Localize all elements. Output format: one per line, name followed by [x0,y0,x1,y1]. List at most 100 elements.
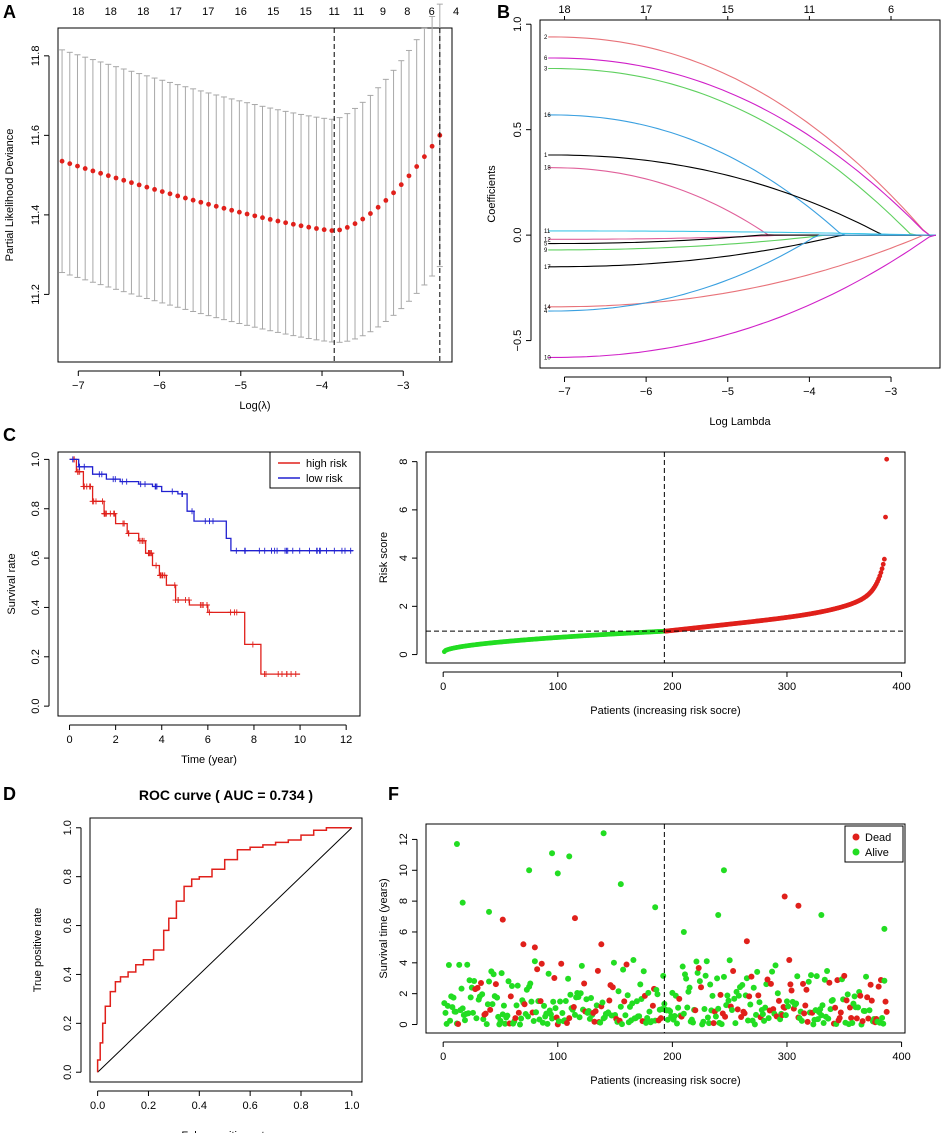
top-df-label: 11 [353,6,364,18]
dead-patient-point [804,1018,811,1025]
alive-patient-point [565,975,572,982]
top-df-label: 8 [404,6,410,18]
diagonal-reference [97,827,353,1073]
alive-patient-point [827,1006,834,1013]
alive-patient-point [567,991,574,998]
alive-patient-point [644,1014,651,1021]
alive-patient-point [539,1019,546,1026]
cv-deviance-point [275,218,281,224]
dead-patient-point [551,974,558,981]
censor-mark [81,463,88,470]
cv-deviance-point [129,180,134,186]
y-tick-label: 0.8 [30,501,42,516]
censor-mark [256,547,263,554]
dead-patient-point [623,961,630,968]
y-axis-title: Partial Likelihood Deviance [4,129,16,262]
alive-patient-point [824,967,831,974]
alive-patient-point [577,990,584,997]
dead-patient-point [826,979,833,986]
alive-patient-point [739,982,746,989]
alive-patient-point [820,1020,827,1027]
dead-patient-point [695,965,702,972]
alive-patient-point [597,1019,604,1026]
coefficient-path-1 [548,154,936,236]
y-tick-label: 11.8 [30,46,42,67]
censor-mark [275,671,282,678]
dead-patient-point [478,979,485,986]
top-df-label: 18 [72,6,84,18]
censor-mark [119,520,126,527]
panel-b-coefficient-paths: −7 −6 −5 −4 −3 −0.5 0.0 0.5 1.0 Log Lambda Coeffic… [486,4,941,428]
risk-score-point [880,561,886,567]
alive-patient-point [617,1003,624,1010]
x-axis-title: Time (year) [181,754,237,766]
alive-patient-point [555,1018,562,1025]
alive-patient-point [793,1000,800,1007]
dead-patient-point [848,1014,855,1021]
x-tick-label: 12 [340,734,352,746]
dead-patient-point [609,984,616,991]
alive-patient-point [783,998,790,1005]
alive-patient-point [686,984,693,991]
censor-mark [101,510,108,517]
coefficient-label: 1 [544,153,548,159]
alive-patient-point [467,994,474,1001]
cv-deviance-point [314,226,319,231]
alive-patient-point [866,1007,873,1014]
alive-patient-point [851,993,858,1000]
panel-d-roc-curve: 0.0 0.2 0.4 0.6 0.8 1.0 0.0 0.2 0.4 0.6 0.8 1.0 Fals… [32,787,363,1133]
censor-mark [197,601,204,608]
alive-patient-point [583,996,590,1003]
cv-deviance-point [67,161,73,167]
alive-patient-point [683,975,690,982]
dead-patient-point [710,1020,717,1027]
alive-patient-point [640,968,647,975]
dead-patient-point [592,1008,599,1015]
y-tick-label: 0 [398,651,410,657]
alive-patient-point [747,1001,754,1008]
alive-patient-point [863,973,870,980]
alive-patient-point [673,1020,680,1027]
y-tick-label: 6 [398,929,410,935]
x-tick-label: 4 [159,734,165,746]
censor-mark [171,582,178,589]
dead-patient-point [864,994,871,1001]
alive-patient-point [694,969,701,976]
risk-score-point [879,566,885,572]
alive-patient-point [654,991,661,998]
alive-patient-point [471,978,478,985]
dead-patient-point [717,991,724,998]
alive-patient-point [557,998,564,1005]
alive-patient-point [643,1019,650,1026]
cv-deviance-point [337,227,342,233]
alive-patient-point [769,968,776,975]
dead-patient-point [538,960,545,967]
alive-patient-point [712,1013,719,1020]
dead-patient-point [598,941,605,948]
dead-patient-point [606,997,613,1004]
alive-patient-point [772,962,779,969]
panel-label-a: A [3,2,16,22]
risk-score-point [884,456,890,462]
dead-patient-point [781,893,788,900]
alive-patient-point [549,850,556,857]
y-tick-label: 10 [398,864,410,876]
coefficient-path-11 [548,230,936,236]
alive-patient-point [693,958,700,965]
censor-mark [262,671,269,678]
coefficient-label: 11 [544,229,551,235]
coefficient-path-4 [548,234,936,312]
cv-deviance-point [113,175,119,181]
alive-patient-point [622,1012,629,1019]
alive-patient-point [731,995,738,1002]
dead-patient-point [566,1015,573,1022]
alive-patient-point [763,981,770,988]
coefficient-path-14 [548,234,936,308]
dead-patient-point [515,1009,522,1016]
cv-deviance-point [198,199,204,205]
alive-patient-point [459,899,466,906]
x-tick-label: 0 [66,734,72,746]
dead-patient-point [520,941,527,948]
alive-patient-point [484,1001,491,1008]
